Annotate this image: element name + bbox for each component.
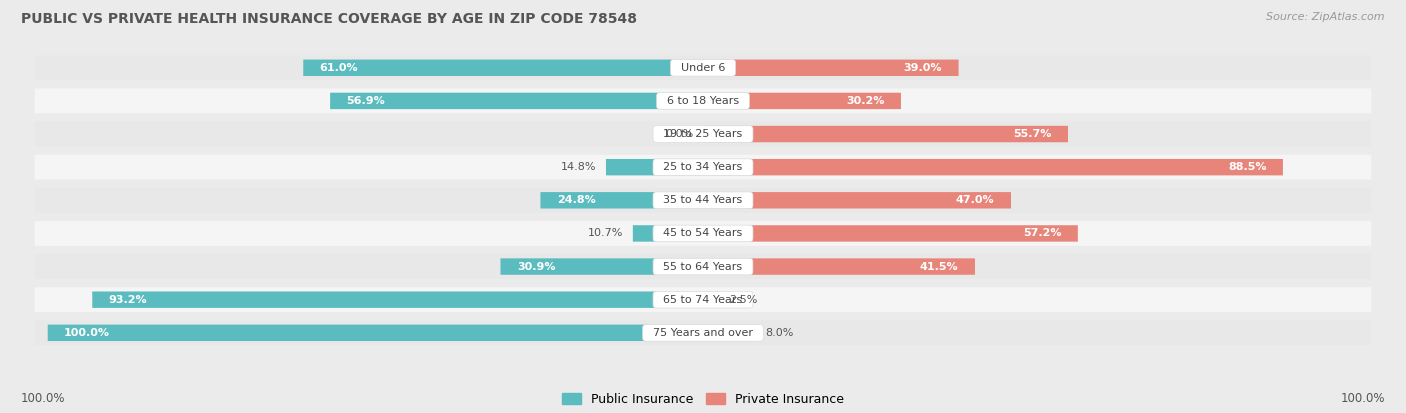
Text: 39.0%: 39.0% — [904, 63, 942, 73]
Text: 55 to 64 Years: 55 to 64 Years — [657, 261, 749, 272]
FancyBboxPatch shape — [35, 188, 1371, 213]
Text: 100.0%: 100.0% — [1340, 392, 1385, 405]
Text: 30.2%: 30.2% — [846, 96, 884, 106]
Text: 55.7%: 55.7% — [1014, 129, 1052, 139]
Text: 8.0%: 8.0% — [765, 328, 793, 338]
FancyBboxPatch shape — [35, 55, 1371, 80]
Text: Under 6: Under 6 — [673, 63, 733, 73]
FancyBboxPatch shape — [540, 192, 703, 209]
Text: 25 to 34 Years: 25 to 34 Years — [657, 162, 749, 172]
FancyBboxPatch shape — [35, 88, 1371, 113]
Text: 19 to 25 Years: 19 to 25 Years — [657, 129, 749, 139]
Text: 6 to 18 Years: 6 to 18 Years — [659, 96, 747, 106]
Text: 45 to 54 Years: 45 to 54 Years — [657, 228, 749, 238]
Text: 2.5%: 2.5% — [730, 295, 758, 305]
FancyBboxPatch shape — [703, 325, 755, 341]
FancyBboxPatch shape — [501, 259, 703, 275]
Text: 93.2%: 93.2% — [108, 295, 148, 305]
FancyBboxPatch shape — [703, 192, 1011, 209]
Text: 56.9%: 56.9% — [346, 96, 385, 106]
FancyBboxPatch shape — [703, 93, 901, 109]
Text: 75 Years and over: 75 Years and over — [645, 328, 761, 338]
Text: 30.9%: 30.9% — [517, 261, 555, 272]
Text: 57.2%: 57.2% — [1024, 228, 1062, 238]
FancyBboxPatch shape — [93, 292, 703, 308]
Text: 10.7%: 10.7% — [588, 228, 623, 238]
Text: 61.0%: 61.0% — [319, 63, 359, 73]
FancyBboxPatch shape — [606, 159, 703, 176]
Legend: Public Insurance, Private Insurance: Public Insurance, Private Insurance — [557, 388, 849, 411]
Text: 14.8%: 14.8% — [561, 162, 596, 172]
FancyBboxPatch shape — [35, 320, 1371, 345]
FancyBboxPatch shape — [703, 225, 1078, 242]
Text: 0.0%: 0.0% — [665, 129, 693, 139]
FancyBboxPatch shape — [703, 126, 1069, 142]
FancyBboxPatch shape — [703, 159, 1282, 176]
FancyBboxPatch shape — [304, 59, 703, 76]
FancyBboxPatch shape — [35, 121, 1371, 147]
FancyBboxPatch shape — [703, 59, 959, 76]
FancyBboxPatch shape — [703, 292, 720, 308]
Text: 100.0%: 100.0% — [65, 328, 110, 338]
Text: 88.5%: 88.5% — [1227, 162, 1267, 172]
FancyBboxPatch shape — [35, 287, 1371, 312]
FancyBboxPatch shape — [35, 221, 1371, 246]
Text: 41.5%: 41.5% — [920, 261, 959, 272]
Text: 47.0%: 47.0% — [956, 195, 994, 205]
Text: PUBLIC VS PRIVATE HEALTH INSURANCE COVERAGE BY AGE IN ZIP CODE 78548: PUBLIC VS PRIVATE HEALTH INSURANCE COVER… — [21, 12, 637, 26]
FancyBboxPatch shape — [330, 93, 703, 109]
Text: 35 to 44 Years: 35 to 44 Years — [657, 195, 749, 205]
FancyBboxPatch shape — [633, 225, 703, 242]
Text: Source: ZipAtlas.com: Source: ZipAtlas.com — [1267, 12, 1385, 22]
Text: 65 to 74 Years: 65 to 74 Years — [657, 295, 749, 305]
FancyBboxPatch shape — [35, 254, 1371, 279]
FancyBboxPatch shape — [48, 325, 703, 341]
Text: 100.0%: 100.0% — [21, 392, 66, 405]
FancyBboxPatch shape — [703, 259, 974, 275]
Text: 24.8%: 24.8% — [557, 195, 596, 205]
FancyBboxPatch shape — [35, 155, 1371, 180]
